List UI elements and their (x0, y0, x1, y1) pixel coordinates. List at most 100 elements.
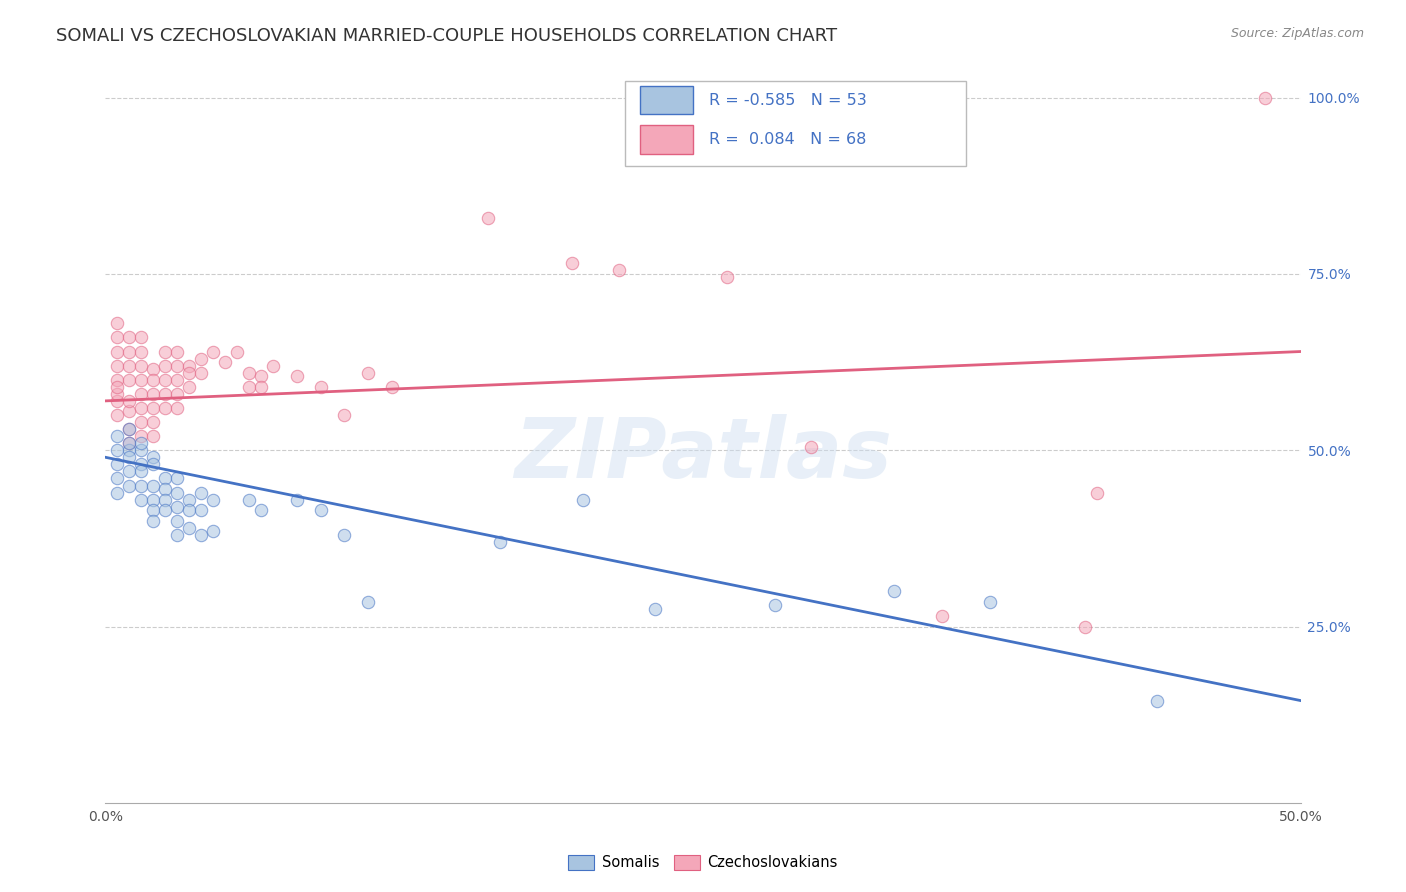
Point (166, 344, 188, 359)
Point (129, 373, 153, 387)
Point (262, 359, 284, 373)
Point (118, 436, 141, 450)
Point (166, 471, 188, 485)
Point (166, 401, 188, 415)
Point (560, 256, 583, 270)
Point (118, 478, 141, 492)
Point (644, 602, 666, 616)
Point (118, 422, 141, 436)
Point (153, 359, 177, 373)
Point (129, 458, 153, 472)
Point (142, 401, 165, 415)
Point (250, 380, 273, 394)
Text: R = -0.585   N = 53: R = -0.585 N = 53 (709, 93, 866, 108)
Point (214, 355, 236, 369)
Point (142, 450, 165, 465)
Point (107, 485, 129, 500)
Point (153, 344, 177, 359)
Point (1085, 485, 1108, 500)
Point (129, 429, 153, 443)
Point (107, 359, 129, 373)
Point (190, 351, 212, 366)
Point (190, 528, 212, 542)
Point (309, 503, 332, 517)
Point (118, 436, 141, 450)
Point (285, 369, 308, 384)
Point (129, 330, 153, 344)
Point (129, 415, 153, 429)
Point (118, 464, 141, 478)
Point (107, 429, 129, 443)
Point (153, 482, 177, 496)
Point (607, 263, 630, 277)
Point (129, 492, 153, 507)
Point (142, 514, 165, 528)
Point (285, 492, 308, 507)
Point (177, 359, 201, 373)
Point (716, 270, 738, 285)
Point (238, 366, 260, 380)
Point (107, 443, 129, 458)
Bar (640, 87, 693, 114)
Point (166, 387, 188, 401)
Point (142, 429, 165, 443)
Point (238, 492, 260, 507)
Point (118, 422, 141, 436)
Point (153, 492, 177, 507)
Point (177, 492, 201, 507)
Point (177, 366, 201, 380)
Point (166, 528, 188, 542)
Point (153, 401, 177, 415)
Point (129, 443, 153, 458)
Bar (640, 126, 693, 153)
Point (177, 380, 201, 394)
Point (572, 492, 595, 507)
Point (129, 478, 153, 492)
Point (1074, 619, 1097, 633)
Point (190, 485, 212, 500)
Point (107, 344, 129, 359)
Point (118, 344, 141, 359)
Point (107, 330, 129, 344)
Point (883, 584, 905, 599)
Point (142, 478, 165, 492)
Point (142, 415, 165, 429)
Point (250, 503, 273, 517)
Point (142, 373, 165, 387)
Point (129, 387, 153, 401)
Point (118, 373, 141, 387)
Point (166, 359, 188, 373)
Point (166, 514, 188, 528)
Point (107, 458, 129, 472)
Point (381, 380, 404, 394)
Point (118, 404, 141, 418)
Point (202, 492, 225, 507)
Point (202, 524, 225, 539)
Point (129, 436, 153, 450)
Point (118, 330, 141, 344)
Point (153, 387, 177, 401)
Point (153, 373, 177, 387)
Point (142, 458, 165, 472)
Point (477, 211, 499, 225)
Point (763, 599, 786, 613)
Point (250, 369, 273, 384)
Point (190, 366, 212, 380)
Point (1146, 693, 1168, 707)
Point (107, 373, 129, 387)
Text: SOMALI VS CZECHOSLOVAKIAN MARRIED-COUPLE HOUSEHOLDS CORRELATION CHART: SOMALI VS CZECHOSLOVAKIAN MARRIED-COUPLE… (56, 27, 838, 45)
Point (190, 503, 212, 517)
Text: Source: ZipAtlas.com: Source: ZipAtlas.com (1230, 27, 1364, 40)
Point (153, 503, 177, 517)
Point (489, 535, 512, 549)
Point (129, 359, 153, 373)
Point (129, 401, 153, 415)
Point (118, 393, 141, 408)
Point (118, 359, 141, 373)
Point (202, 344, 225, 359)
Point (177, 503, 201, 517)
Point (333, 408, 356, 422)
Point (309, 380, 332, 394)
Point (166, 485, 188, 500)
Point (118, 443, 141, 458)
